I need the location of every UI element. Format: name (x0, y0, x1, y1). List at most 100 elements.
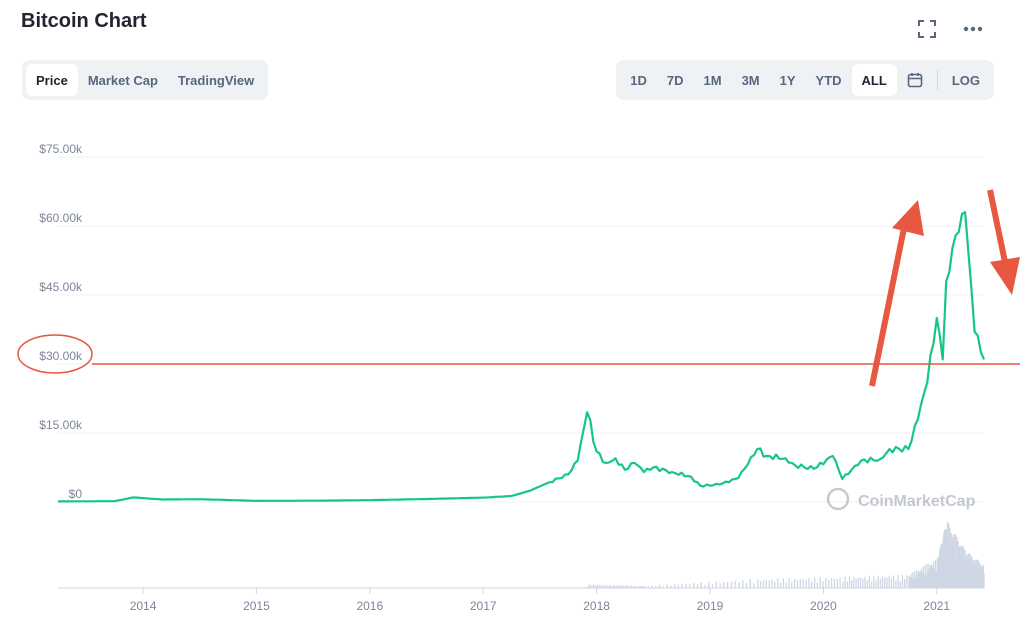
volume-bar (822, 581, 824, 588)
volume-bar (899, 580, 901, 588)
volume-bar (924, 565, 926, 588)
x-tick-label: 2016 (356, 599, 383, 613)
volume-bar (681, 584, 683, 588)
volume-bar (606, 584, 608, 588)
volume-bar (723, 581, 725, 588)
volume-bar (779, 582, 782, 588)
tab-price[interactable]: Price (26, 64, 78, 96)
y-tick-label: $75.00k (39, 142, 83, 156)
volume-bar (630, 585, 632, 588)
volume-bar (617, 585, 619, 588)
volume-bar (819, 577, 821, 588)
volume-bar (919, 571, 922, 588)
tab-market-cap[interactable]: Market Cap (87, 72, 158, 88)
volume-bar (929, 568, 931, 588)
arrow-up-shaft (869, 227, 907, 387)
volume-bar (805, 580, 807, 588)
x-axis-ticks: 2014 2015 2016 2017 2018 2019 2020 2021 (130, 588, 950, 613)
volume-bar (623, 585, 625, 588)
volume-bar (828, 579, 830, 588)
range-1d[interactable]: 1D (630, 72, 647, 88)
volume-bar (598, 585, 600, 588)
volume-bar (768, 580, 770, 588)
volume-bar (745, 582, 748, 588)
log-toggle[interactable]: LOG (951, 72, 980, 88)
volume-bar (621, 585, 623, 588)
volume-bar (749, 579, 751, 588)
volume-bar (864, 576, 866, 588)
volume-bar (662, 586, 665, 588)
volume-bar (813, 577, 816, 588)
x-tick-label: 2018 (583, 599, 610, 613)
volume-bar (607, 586, 610, 588)
volume-bar (785, 582, 787, 588)
volume-bar (730, 581, 733, 588)
volume-bar (927, 572, 929, 588)
volume-bar (908, 576, 910, 588)
volume-bar (589, 584, 591, 588)
x-tick-label: 2015 (243, 599, 270, 613)
volume-bar (587, 586, 589, 588)
volume-bar (738, 582, 740, 588)
volume-bar (726, 582, 729, 588)
range-3m[interactable]: 3M (741, 72, 760, 88)
volume-bar (928, 564, 930, 588)
volume-bar (934, 559, 937, 588)
volume-bar (658, 584, 661, 588)
volume-bar (651, 585, 653, 588)
volume-bar (600, 585, 602, 588)
calendar-icon[interactable] (897, 64, 933, 96)
volume-bar (643, 585, 646, 588)
volume-bar (859, 577, 862, 588)
grid-lines (58, 156, 984, 589)
volume-bar (666, 584, 668, 588)
volume-bar (868, 575, 871, 588)
volume-bar (753, 583, 755, 588)
volume-bar (628, 586, 631, 588)
volume-bar (875, 580, 877, 588)
volume-bar (613, 584, 615, 588)
volume-bar (911, 578, 913, 588)
y-tick-label: $30.00k (39, 349, 83, 363)
range-divider (936, 70, 938, 90)
volume-bar (802, 578, 804, 588)
range-tabs: 1D 7D 1M 3M 1Y YTD ALL LOG (616, 60, 994, 100)
volume-bar (677, 584, 680, 588)
y-tick-label: $45.00k (39, 280, 83, 294)
volume-bar (895, 580, 897, 588)
volume-bar (719, 583, 721, 588)
range-all[interactable]: ALL (851, 64, 897, 96)
chart-type-tabs: Price Market Cap TradingView (22, 60, 269, 100)
volume-bar (983, 573, 985, 588)
volume-bar (636, 586, 638, 588)
more-dots-icon[interactable] (962, 18, 984, 40)
volume-bar (762, 579, 765, 588)
volume-bar (788, 578, 790, 588)
x-tick-label: 2014 (130, 599, 157, 613)
volume-bar (634, 585, 636, 588)
volume-bar (886, 577, 888, 588)
x-tick-label: 2019 (697, 599, 724, 613)
volume-bar (782, 578, 785, 588)
volume-bar (935, 571, 938, 588)
watermark: CoinMarketCap (826, 487, 976, 511)
volume-bar (624, 585, 627, 588)
watermark-logo-icon (826, 487, 850, 511)
range-7d[interactable]: 7D (666, 72, 684, 88)
volume-bar (794, 578, 796, 588)
tab-tradingview[interactable]: TradingView (177, 72, 255, 88)
volume-bar (926, 564, 928, 588)
range-1m[interactable]: 1M (703, 72, 722, 88)
fullscreen-icon[interactable] (916, 18, 938, 40)
volume-bar (912, 572, 914, 588)
volume-bar (825, 577, 827, 588)
volume-bar (932, 561, 935, 588)
range-ytd[interactable]: YTD (815, 72, 842, 88)
range-1y[interactable]: 1Y (779, 72, 796, 88)
volume-bar (873, 575, 875, 588)
volume-bar (734, 581, 736, 588)
volume-bar (592, 584, 595, 588)
volume-bar (704, 584, 706, 588)
volume-bar (602, 584, 604, 588)
volume-bar (655, 586, 657, 588)
